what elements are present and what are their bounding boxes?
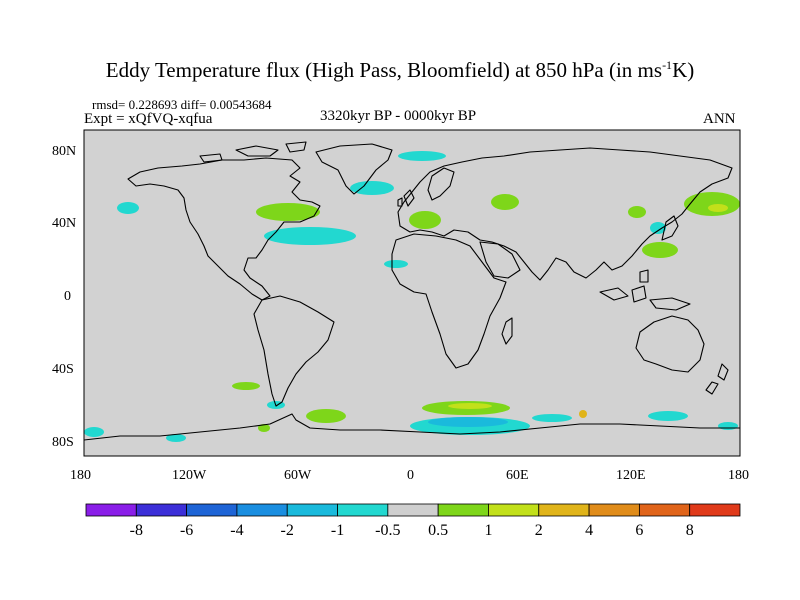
coast-scandinavia (427, 167, 455, 201)
colorbar-swatch (337, 503, 389, 517)
colorbar (85, 503, 741, 517)
x-tick-label: 120W (172, 468, 207, 483)
x-tick-label: 0 (407, 468, 414, 483)
colorbar-label: -0.5 (375, 522, 401, 539)
colorbar-label: 8 (685, 522, 694, 539)
anomaly-region (718, 422, 738, 430)
colorbar-label: -4 (230, 522, 244, 539)
anomaly-region (117, 202, 139, 214)
colorbar-swatch (437, 503, 489, 517)
colorbar-label: -8 (129, 522, 143, 539)
colorbar-swatch (588, 503, 640, 517)
colorbar-label: 4 (585, 522, 594, 539)
anomaly-region (491, 194, 519, 210)
anomaly-region (642, 242, 678, 258)
coast-japan (661, 215, 679, 241)
colorbar-swatch (488, 503, 540, 517)
x-tick-label: 60E (506, 468, 529, 483)
coast-british-isles (397, 189, 415, 207)
anomaly-regions (84, 151, 740, 442)
colorbar-swatch (186, 503, 238, 517)
colorbar-swatch (387, 503, 439, 517)
anomaly-region (264, 227, 356, 245)
anomaly-region (398, 151, 446, 161)
colorbar-label: -6 (179, 522, 194, 539)
colorbar-swatch (286, 503, 338, 517)
x-tick-label: 60W (284, 468, 312, 483)
y-tick-label: 40N (52, 216, 77, 231)
chart-title: Eddy Temperature flux (High Pass, Bloomf… (105, 58, 695, 82)
colorbar-label: 0.5 (428, 522, 449, 539)
coast-arctic-islands (199, 141, 307, 163)
stats-text: rmsd= 0.228693 diff= 0.00543684 (92, 97, 272, 112)
anomaly-region (532, 414, 572, 422)
coast-north-america (127, 157, 321, 301)
coast-new-zealand (705, 363, 729, 395)
anomaly-region (350, 181, 394, 195)
anomaly-region (232, 382, 260, 390)
coast-arabia (479, 241, 521, 279)
anomaly-region (409, 211, 441, 229)
coastlines (84, 141, 740, 441)
anomaly-region (384, 260, 408, 268)
anomaly-region (306, 409, 346, 423)
season-label: ANN (703, 111, 736, 127)
colorbar-label: 1 (484, 522, 493, 539)
colorbar-swatch (135, 503, 188, 517)
coast-madagascar (501, 317, 513, 345)
coast-antarctica (84, 413, 740, 441)
coast-africa (391, 233, 507, 369)
anomaly-region (650, 222, 666, 234)
anomaly-region (628, 206, 646, 218)
anomaly-region (256, 203, 320, 221)
colorbar-label: 6 (635, 522, 644, 539)
anomaly-region (448, 403, 492, 409)
anomaly-region (166, 434, 186, 442)
anomaly-region (579, 410, 587, 418)
anomaly-region (258, 424, 270, 432)
anomaly-region (84, 427, 104, 437)
x-tick-label: 180 (728, 468, 749, 483)
period-label: 3320kyr BP - 0000kyr BP (320, 108, 477, 124)
colorbar-label: -2 (280, 522, 294, 539)
anomaly-region (684, 192, 740, 216)
coast-greenland (315, 143, 393, 195)
colorbar-swatch (689, 503, 741, 517)
colorbar-swatch (538, 503, 590, 517)
colorbar-label: -1 (330, 522, 345, 539)
coast-south-america (253, 295, 335, 407)
anomaly-region (708, 204, 728, 212)
y-tick-label: 80N (52, 144, 77, 159)
y-tick-label: 80S (52, 435, 74, 450)
anomaly-region (648, 411, 688, 421)
coast-se-asia-islands (599, 269, 691, 311)
plot-frame (83, 129, 741, 457)
y-tick-label: 0 (64, 289, 71, 304)
colorbar-label: 2 (534, 522, 543, 539)
colorbar-swatch (638, 503, 691, 517)
x-tick-label: 180 (70, 468, 91, 483)
map-background (84, 130, 740, 456)
x-tick-label: 120E (616, 468, 646, 483)
experiment-label: Expt = xQfVQ-xqfua (84, 111, 213, 127)
coast-australia (635, 315, 705, 373)
colorbar-swatch (85, 503, 137, 517)
y-tick-label: 40S (52, 362, 74, 377)
colorbar-swatch (236, 503, 288, 517)
anomaly-region (428, 417, 508, 427)
